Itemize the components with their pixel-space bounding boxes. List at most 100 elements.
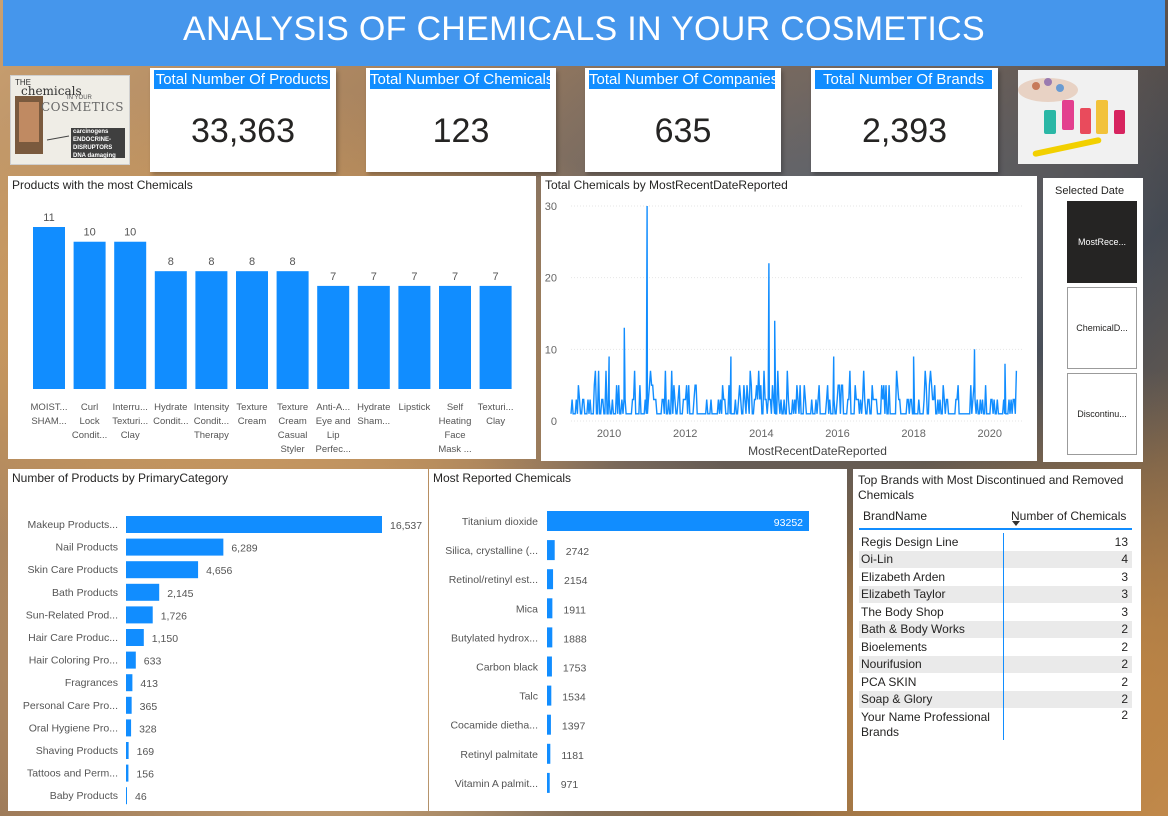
bar (547, 569, 554, 590)
category-label: Cream (278, 416, 307, 427)
bar (126, 606, 153, 624)
category-label: Retinyl palmitate (460, 749, 538, 761)
bar (126, 651, 136, 669)
y-tick-label: 20 (545, 273, 557, 285)
category-label: Condit... (153, 416, 188, 427)
data-label: 7 (493, 271, 499, 283)
kpi-card-chemicals: Total Number Of Chemicals 123 (366, 68, 556, 172)
products-bar-chart: 11 MOIST... SHAM... 10 Curl Lock Condit... 10 In… (31, 212, 514, 455)
table-row[interactable]: Oi-Lin 4 (859, 550, 1132, 568)
table-row[interactable]: Soap & Glory 2 (859, 690, 1132, 708)
bar (398, 285, 431, 389)
data-label: 1911 (563, 604, 586, 616)
x-axis-title: MostRecentDateReported (748, 444, 887, 458)
category-label: Sun-Related Prod... (26, 609, 118, 621)
category-label: Mica (516, 603, 538, 615)
data-label: 1397 (562, 721, 586, 733)
category-label: Hair Care Produc... (28, 632, 118, 644)
category-bar-chart: Makeup Products... 16,537 Nail Products 6,2… (23, 516, 422, 805)
kpi-card-brands: Total Number Of Brands 2,393 (811, 68, 998, 172)
brands-table: Regis Design Line 13 Oi-Lin 4 Elizabeth Arde… (859, 533, 1132, 740)
logo-caption: carcinogens ENDOCRINE-DISRUPTORS DNA dam… (73, 129, 116, 159)
bar (33, 227, 65, 389)
kpi-value-companies: 635 (654, 112, 712, 150)
kpi-label-products: Total Number Of Products (154, 70, 330, 89)
x-tick-label: 2010 (597, 428, 621, 440)
slicer-option-most-recent[interactable]: MostRece... (1067, 201, 1137, 283)
category-label: Clay (121, 430, 140, 441)
category-label: Curl (81, 402, 98, 413)
bar (126, 742, 129, 759)
logo-the: THE (15, 78, 31, 87)
table-row[interactable]: The Body Shop 3 (859, 603, 1132, 621)
chemical-count-cell: 2 (1002, 620, 1132, 638)
brand-name-cell: Bioelements (861, 639, 928, 654)
data-label: 1888 (563, 633, 587, 645)
table-row[interactable]: Your Name Professional Brands 2 (859, 708, 1132, 740)
bar (547, 714, 551, 735)
slicer-title: Selected Date (1055, 185, 1125, 197)
x-tick-label: 2016 (825, 428, 849, 440)
bar (154, 271, 187, 389)
table-row[interactable]: Nourifusion 2 (859, 655, 1132, 673)
category-label: Texture (236, 402, 267, 413)
table-row[interactable]: Bath & Body Works 2 (859, 620, 1132, 638)
category-label: Hair Coloring Pro... (29, 655, 118, 667)
category-label: Baby Products (50, 790, 118, 802)
chemical-count-cell: 2 (1002, 708, 1132, 740)
timeline-chart-title: Total Chemicals by MostRecentDateReporte… (545, 178, 788, 192)
table-row[interactable]: Bioelements 2 (859, 638, 1132, 656)
data-label: 8 (168, 256, 174, 268)
x-tick-label: 2018 (901, 428, 925, 440)
category-label: Casual (278, 430, 308, 441)
chemical-count-cell: 4 (1002, 550, 1132, 568)
table-row[interactable]: PCA SKIN 2 (859, 673, 1132, 691)
data-label: 46 (135, 791, 147, 803)
y-tick-label: 0 (551, 416, 557, 428)
category-label: Shaving Products (36, 745, 118, 757)
data-label: 8 (290, 256, 296, 268)
category-label: Titanium dioxide (462, 516, 538, 528)
table-row[interactable]: Elizabeth Arden 3 (859, 568, 1132, 586)
data-label: 1753 (563, 663, 587, 675)
brands-col-brandname[interactable]: BrandName (863, 509, 928, 523)
brands-col-number[interactable]: Number of Chemicals (1011, 509, 1127, 523)
bar (547, 511, 809, 531)
x-tick-label: 2020 (977, 428, 1001, 440)
data-label: 7 (452, 271, 458, 283)
slicer-option-discontinued[interactable]: Discontinu... (1067, 373, 1137, 455)
table-row[interactable]: Elizabeth Taylor 3 (859, 585, 1132, 603)
category-label: Texture (277, 402, 308, 413)
slicer-option-chemical-date[interactable]: ChemicalD... (1067, 287, 1137, 369)
data-label: 11 (43, 212, 54, 224)
category-label: Personal Care Pro... (23, 700, 118, 712)
data-label: 2,145 (167, 588, 193, 600)
data-label: 169 (137, 746, 155, 758)
bar (547, 685, 552, 706)
y-tick-label: 30 (545, 201, 557, 213)
kpi-label-brands: Total Number Of Brands (815, 70, 992, 89)
category-label: Perfec... (316, 444, 351, 455)
data-label: 156 (136, 769, 154, 781)
category-chart-title: Number of Products by PrimaryCategory (12, 471, 229, 485)
bar (547, 627, 553, 648)
category-label: Nail Products (56, 542, 118, 554)
kpi-label-chemicals: Total Number Of Chemicals (370, 70, 550, 89)
products-chart-panel: Products with the most Chemicals 11 MOIST… (8, 176, 536, 459)
brand-name-cell: Bath & Body Works (859, 620, 1003, 638)
logo-graphic (11, 76, 129, 164)
category-label: MOIST... (31, 402, 68, 413)
table-row[interactable]: Regis Design Line 13 (859, 533, 1132, 551)
category-label: Intensity (194, 402, 230, 413)
bar (547, 598, 553, 619)
sort-desc-icon[interactable] (1012, 521, 1020, 526)
kpi-value-chemicals: 123 (432, 112, 490, 150)
category-label: Hydrate (357, 402, 390, 413)
data-label: 365 (140, 701, 158, 713)
chemicals-bar-chart: Titanium dioxide 93252 Silica, crystalline… (445, 511, 809, 793)
chemicals-chart-title: Most Reported Chemicals (433, 471, 572, 485)
category-label: Tattoos and Perm... (27, 768, 118, 780)
bar (195, 271, 228, 389)
chemicals-logo-image: THE chemicals IN YOUR COSMETICS carcinog… (10, 75, 130, 165)
data-label: 1,726 (161, 610, 187, 622)
